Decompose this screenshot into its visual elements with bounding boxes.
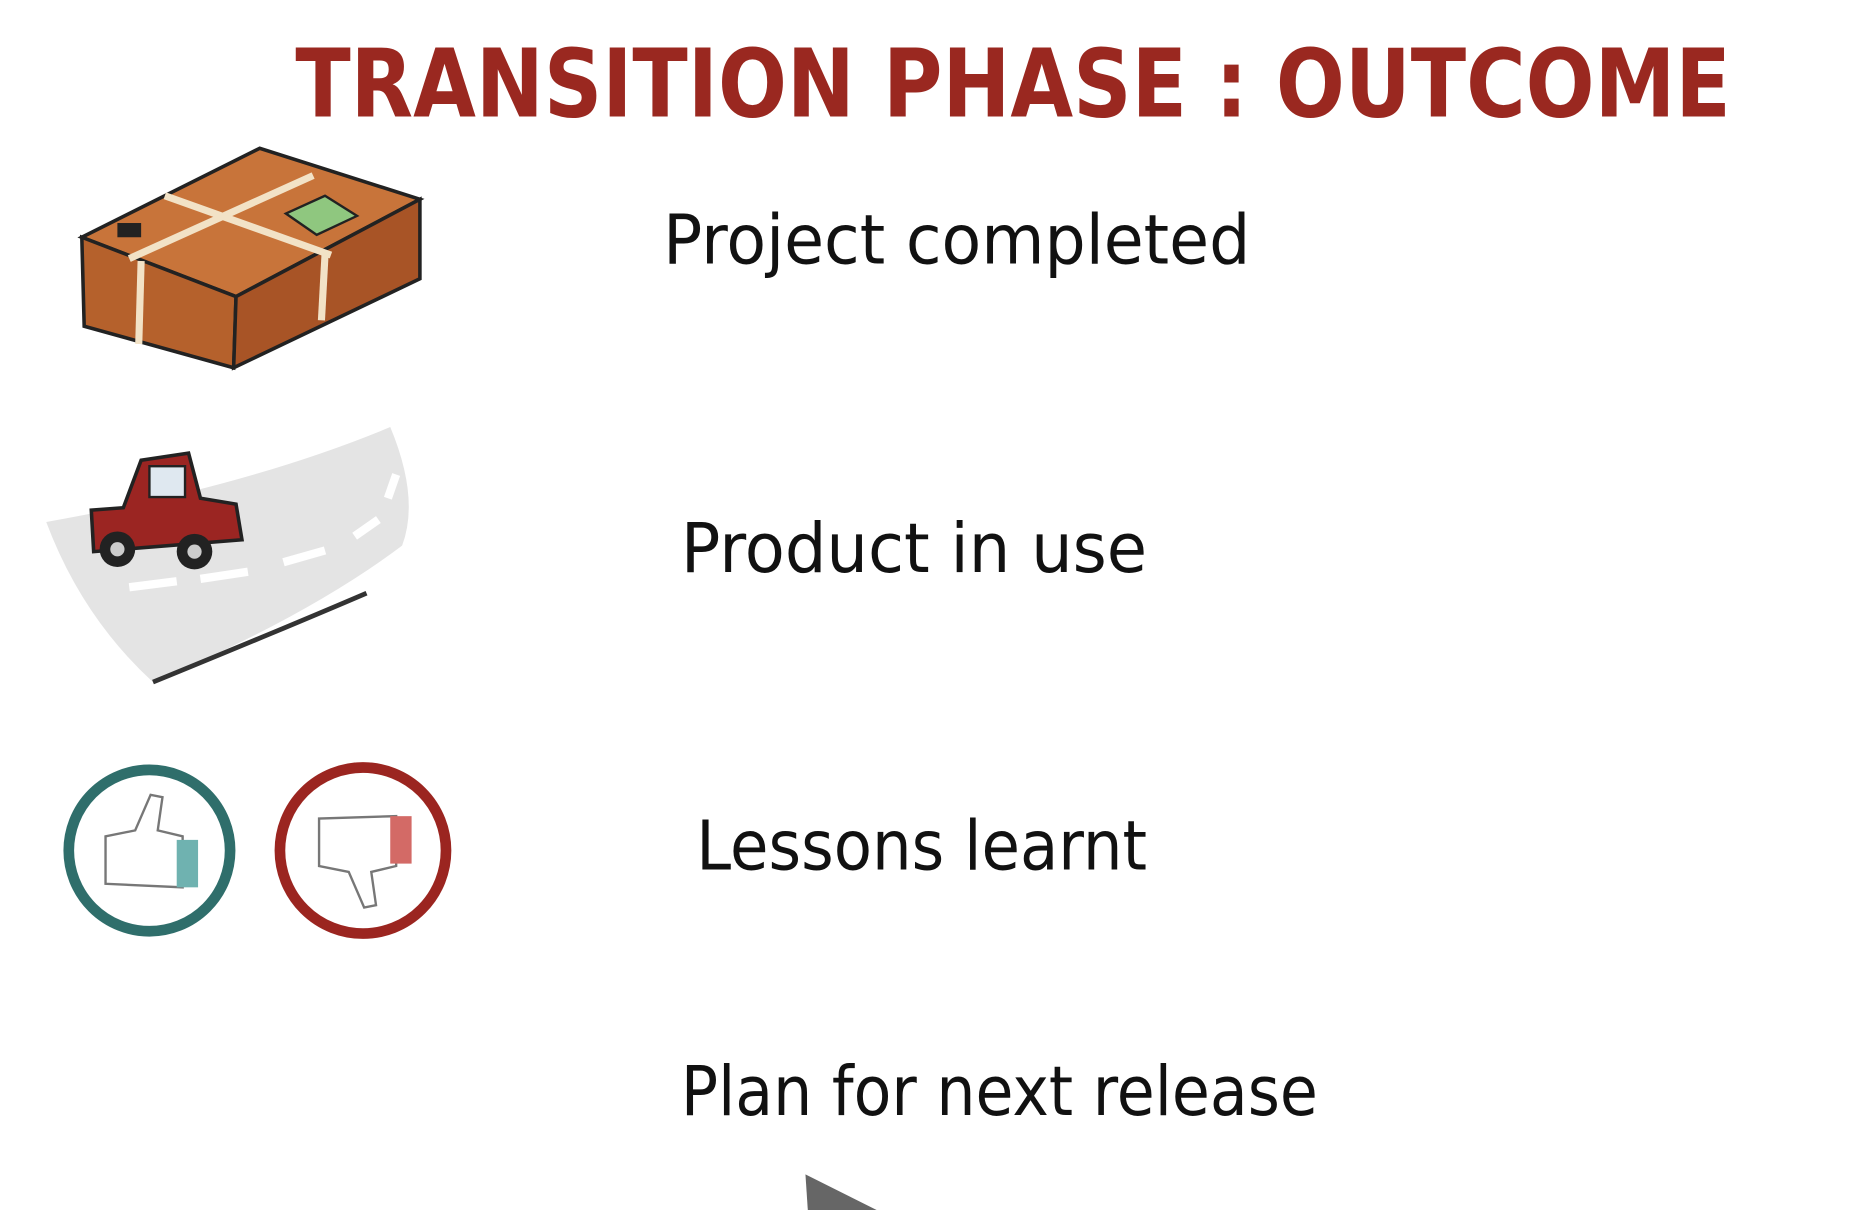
thumbs-icons [63,762,452,939]
outcome-item: Plan for next release [681,1052,1318,1132]
car-road-icon [46,427,409,685]
package-icon [77,146,425,371]
slide-title: TRANSITION PHASE : OUTCOME [295,29,1730,139]
outcome-item: Lessons learnt [696,807,1147,887]
outcome-item: Project completed [663,200,1250,280]
outcome-item: Product in use [681,509,1147,589]
